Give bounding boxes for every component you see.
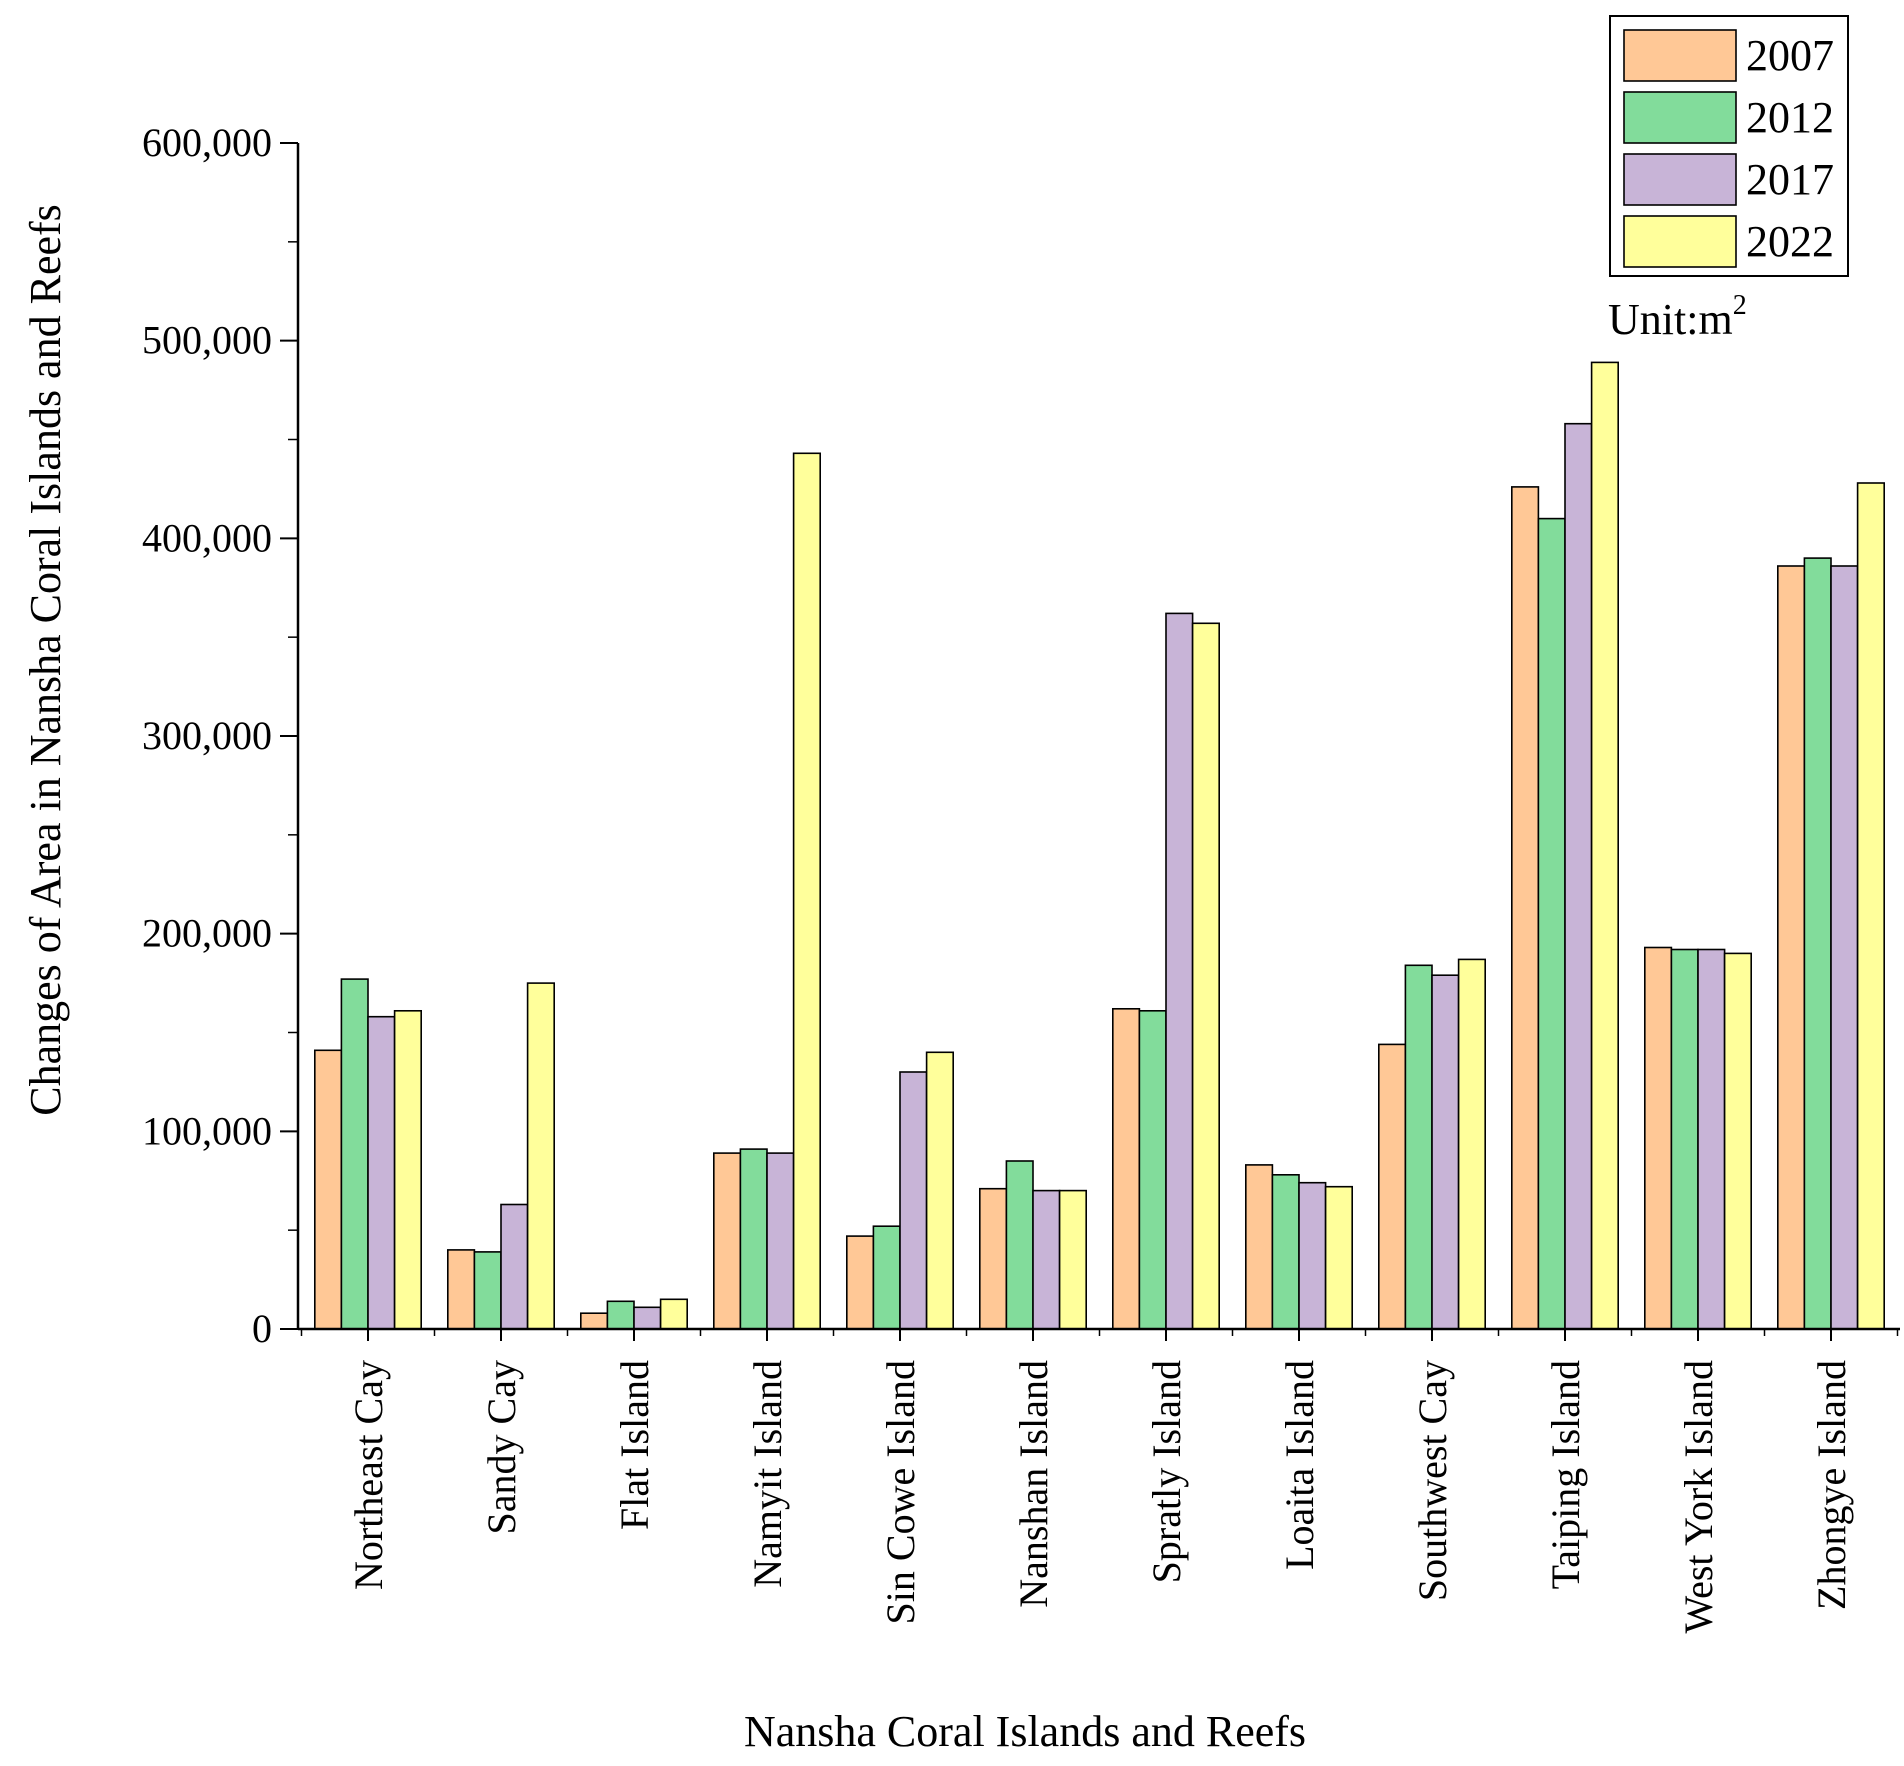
x-tick-label: Nanshan Island [1011, 1360, 1056, 1608]
bar-taiping-island-2007 [1511, 486, 1540, 1330]
y-tick-label: 0 [252, 1306, 272, 1351]
x-tick-label: Zhongye Island [1809, 1360, 1854, 1610]
bar-sandy-cay-2007 [446, 1249, 476, 1330]
bar-namyit-island-2017 [766, 1152, 795, 1330]
bars-layer [313, 361, 1885, 1330]
x-tick-label: Spratly Island [1144, 1360, 1189, 1583]
unit-text: Unit:m [1608, 295, 1733, 344]
y-tick-label: 400,000 [142, 515, 272, 560]
y-tick-label: 500,000 [142, 318, 272, 363]
bar-sin-cowe-island-2007 [845, 1235, 875, 1330]
x-tick-label: Southwest Cay [1410, 1360, 1455, 1601]
bar-sin-cowe-island-2017 [899, 1071, 928, 1330]
legend-swatch-2022 [1623, 215, 1737, 268]
unit-superscript: 2 [1733, 290, 1747, 321]
unit-label: Unit:m2 [1608, 290, 1747, 344]
bar-namyit-island-2007 [712, 1152, 742, 1330]
bar-sandy-cay-2012 [473, 1251, 502, 1330]
bar-loaita-island-2017 [1298, 1181, 1327, 1330]
bar-zhongye-island-2017 [1830, 565, 1859, 1330]
bar-namyit-island-2012 [739, 1148, 768, 1330]
bar-taiping-island-2012 [1537, 517, 1566, 1330]
y-tick-label: 100,000 [142, 1108, 272, 1153]
bar-zhongye-island-2007 [1777, 565, 1806, 1330]
bar-sin-cowe-island-2012 [872, 1225, 901, 1330]
x-tick-label: Sin Cowe Island [878, 1360, 923, 1624]
bar-southwest-cay-2017 [1431, 974, 1460, 1330]
bar-namyit-island-2022 [792, 452, 821, 1330]
bar-west-york-island-2007 [1644, 946, 1673, 1330]
y-tick-label: 200,000 [142, 911, 272, 956]
bar-taiping-island-2017 [1564, 422, 1593, 1330]
bar-flat-island-2007 [579, 1312, 609, 1330]
bar-nanshan-island-2012 [1005, 1160, 1034, 1330]
bar-flat-island-2022 [659, 1298, 688, 1330]
bar-loaita-island-2012 [1271, 1174, 1300, 1330]
bar-west-york-island-2022 [1723, 952, 1752, 1330]
bar-southwest-cay-2022 [1457, 958, 1486, 1330]
legend-label-2007: 2007 [1746, 31, 1834, 80]
bar-zhongye-island-2022 [1856, 482, 1885, 1330]
legend-swatch-2007 [1623, 29, 1737, 82]
bar-northeast-cay-2022 [393, 1009, 423, 1330]
legend-swatch-2017 [1623, 153, 1737, 206]
x-tick-label: West York Island [1676, 1360, 1721, 1633]
bar-spratly-island-2017 [1165, 612, 1194, 1330]
bar-flat-island-2017 [633, 1306, 662, 1330]
bar-northeast-cay-2012 [340, 978, 369, 1330]
legend-swatch-2012 [1623, 91, 1737, 144]
legend-label-2017: 2017 [1746, 155, 1834, 204]
bar-taiping-island-2022 [1590, 361, 1619, 1330]
x-tick-label: Northeast Cay [346, 1360, 391, 1590]
x-tick-label: Taiping Island [1543, 1360, 1588, 1589]
bar-sin-cowe-island-2022 [925, 1051, 954, 1330]
x-tick-label: Sandy Cay [479, 1360, 524, 1534]
bar-nanshan-island-2017 [1032, 1189, 1061, 1330]
axes-layer: Northeast Cay Sandy Cay Flat Island Namyit … [142, 120, 1900, 1633]
y-axis-label: Changes of Area in Nansha Coral Islands … [21, 204, 70, 1116]
x-tick-label: Namyit Island [745, 1360, 790, 1588]
bar-loaita-island-2022 [1324, 1185, 1353, 1330]
bar-west-york-island-2012 [1670, 948, 1699, 1330]
bar-sandy-cay-2022 [526, 982, 555, 1330]
y-tick-label: 600,000 [142, 120, 272, 165]
y-tick-label: 300,000 [142, 713, 272, 758]
bar-spratly-island-2012 [1138, 1009, 1167, 1330]
bar-southwest-cay-2007 [1378, 1043, 1407, 1330]
x-axis-label: Nansha Coral Islands and Reefs [744, 1707, 1306, 1756]
bar-southwest-cay-2012 [1404, 964, 1433, 1330]
legend-label-2012: 2012 [1746, 93, 1834, 142]
bar-flat-island-2012 [606, 1300, 635, 1330]
bar-west-york-island-2017 [1697, 948, 1726, 1330]
legend-label-2022: 2022 [1746, 217, 1834, 266]
bar-northeast-cay-2007 [313, 1049, 343, 1330]
bar-spratly-island-2007 [1112, 1007, 1141, 1330]
bar-zhongye-island-2012 [1803, 557, 1832, 1330]
bar-northeast-cay-2017 [367, 1015, 396, 1330]
x-tick-label: Loaita Island [1277, 1360, 1322, 1570]
legend: 2007 2012 2017 2022 [1609, 15, 1849, 277]
x-tick-label: Flat Island [612, 1360, 657, 1530]
bar-spratly-island-2022 [1191, 622, 1220, 1330]
bar-loaita-island-2007 [1245, 1164, 1274, 1330]
bar-nanshan-island-2007 [978, 1187, 1008, 1330]
bar-nanshan-island-2022 [1058, 1189, 1087, 1330]
bar-sandy-cay-2017 [500, 1203, 529, 1330]
